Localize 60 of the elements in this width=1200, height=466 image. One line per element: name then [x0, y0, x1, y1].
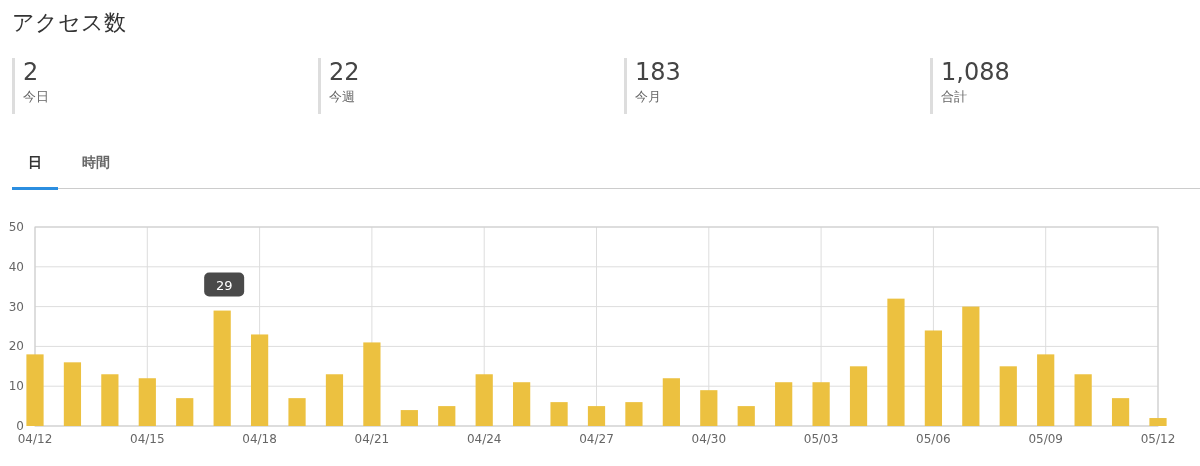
text: 今週 — [329, 88, 356, 106]
y-tick-label: 10 — [8, 379, 24, 394]
text: 今日 — [23, 88, 49, 106]
bar — [737, 406, 755, 426]
x-tick-label: 04/15 — [130, 432, 165, 446]
y-tick-label: 30 — [8, 299, 24, 314]
bar — [400, 410, 418, 426]
x-tick-label: 04/27 — [579, 432, 614, 446]
text: 日 — [12, 154, 58, 190]
bar — [438, 406, 456, 426]
x-tick-label: 04/18 — [242, 432, 277, 446]
bar — [775, 382, 793, 426]
text: アクセス数 — [12, 9, 126, 37]
text: 今月 — [635, 88, 662, 106]
x-tick-label: 04/21 — [354, 432, 390, 446]
y-tick-label: 20 — [8, 339, 24, 354]
x-tick-label: 05/03 — [803, 432, 839, 446]
bar — [812, 382, 830, 426]
annotation: 29 — [215, 277, 233, 293]
text: 22 — [329, 58, 360, 86]
bar — [176, 398, 194, 426]
x-tick-label: 05/09 — [1028, 432, 1063, 446]
bar — [138, 378, 156, 426]
text: 合計 — [941, 88, 968, 106]
bar — [288, 398, 306, 426]
bar — [625, 402, 643, 426]
bar — [1149, 418, 1167, 426]
bar — [513, 382, 531, 426]
bar — [26, 354, 44, 426]
text: 1,088 — [941, 58, 1010, 86]
bar — [700, 390, 718, 426]
text: 2 — [23, 58, 40, 86]
bar — [1074, 374, 1092, 426]
bar — [550, 402, 568, 426]
bar — [1037, 354, 1055, 426]
bar — [325, 374, 344, 426]
bar — [363, 342, 381, 426]
text: 時間 — [81, 154, 111, 172]
bar — [101, 374, 119, 426]
bar — [63, 362, 82, 426]
bar — [662, 378, 680, 426]
y-tick-label: 40 — [8, 259, 24, 274]
x-tick-label: 04/30 — [691, 432, 727, 446]
bar — [924, 330, 943, 426]
bar — [849, 366, 868, 426]
bar — [587, 406, 606, 426]
bar — [475, 374, 493, 426]
bar — [999, 366, 1017, 426]
bar — [887, 298, 905, 426]
y-tick-label: 0 — [16, 419, 24, 433]
bar — [250, 334, 269, 426]
bar — [962, 306, 980, 426]
x-tick-label: 05/06 — [916, 432, 951, 446]
x-tick-label: 04/12 — [17, 432, 53, 446]
text: 183 — [635, 58, 681, 86]
bar — [213, 310, 231, 426]
x-tick-label: 05/12 — [1140, 432, 1176, 446]
x-tick-label: 04/24 — [466, 432, 502, 446]
bar — [1111, 398, 1130, 426]
y-tick-label: 50 — [8, 220, 24, 234]
